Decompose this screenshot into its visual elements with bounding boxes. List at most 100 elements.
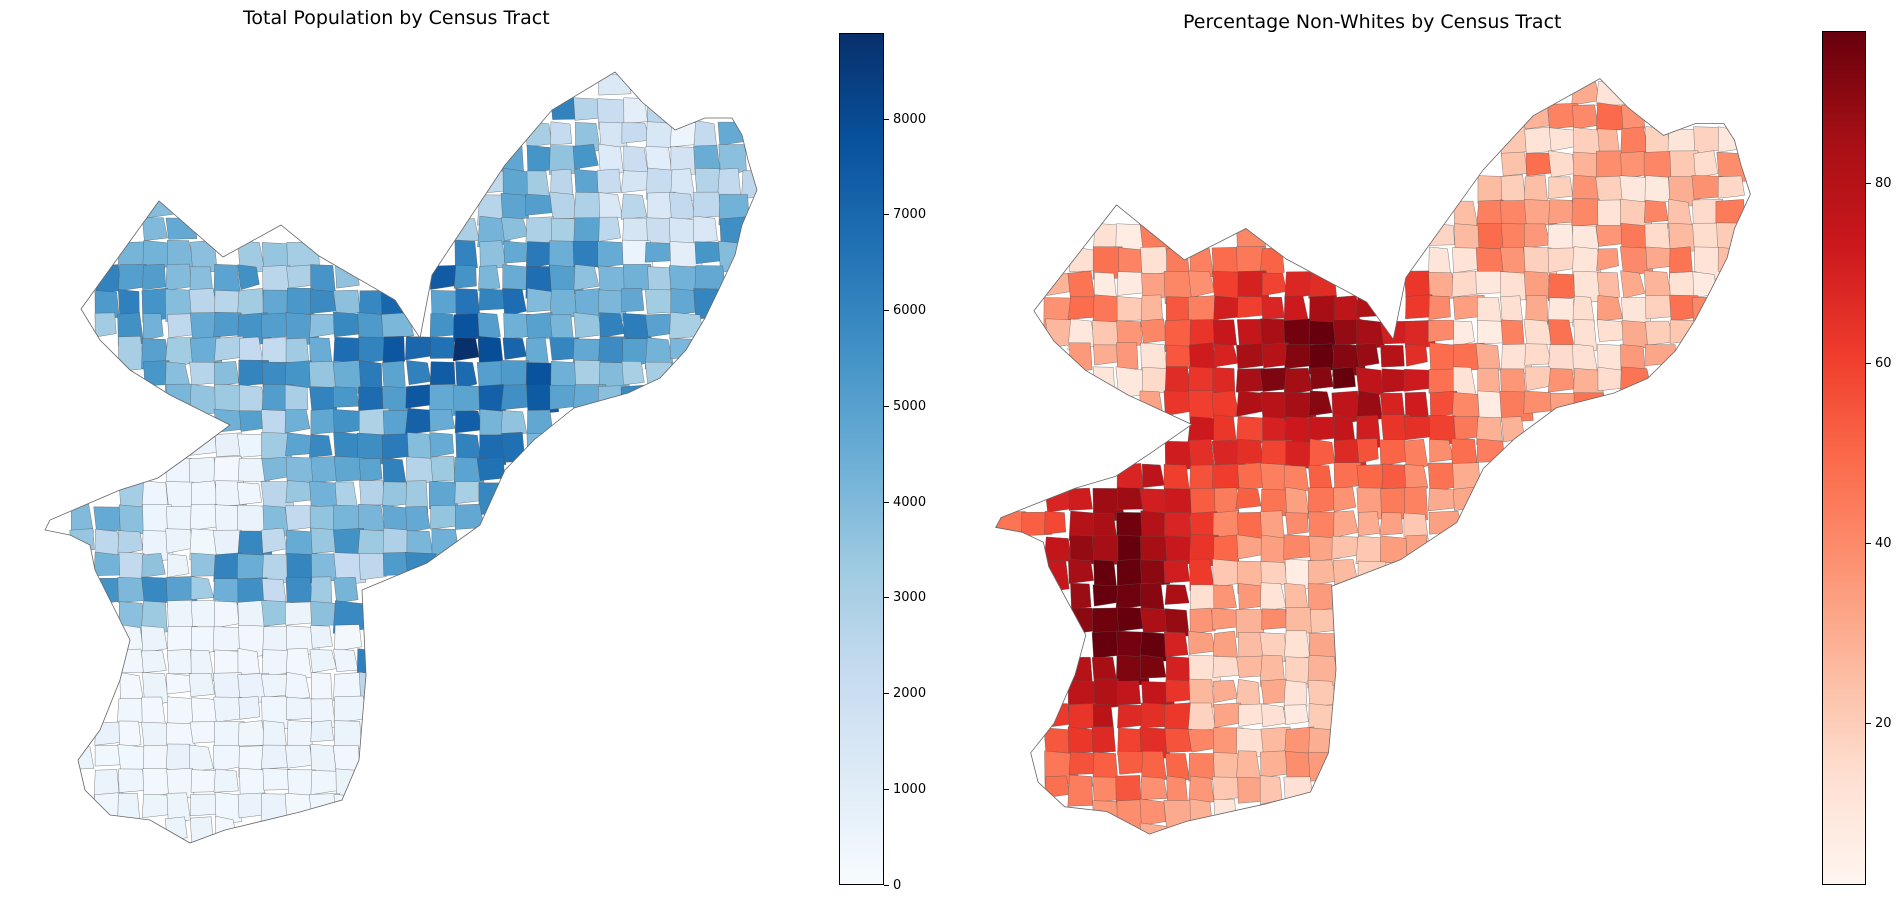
nonwhite-city-boundary	[995, 78, 1751, 835]
census-tract	[572, 144, 599, 170]
census-tract	[1597, 128, 1620, 155]
census-tract	[598, 216, 621, 242]
census-tract	[429, 432, 454, 458]
census-tract	[1139, 798, 1166, 826]
census-tract	[285, 745, 313, 769]
census-tract	[1068, 607, 1097, 635]
census-tract	[284, 793, 313, 823]
census-tract	[1405, 344, 1428, 367]
census-tract	[573, 97, 601, 121]
census-tract	[310, 264, 336, 294]
census-tract	[1043, 775, 1071, 799]
census-tract	[358, 458, 383, 482]
census-tract	[140, 625, 168, 654]
census-tract	[1236, 342, 1264, 369]
census-tract	[166, 383, 195, 408]
census-tract	[165, 217, 198, 240]
census-tract	[573, 312, 602, 339]
census-tract	[1453, 320, 1475, 347]
census-tract	[1428, 223, 1455, 246]
colorbar-tick-label: 2000	[893, 686, 927, 702]
census-tract	[261, 527, 287, 554]
census-tract	[165, 263, 192, 291]
census-tract	[1427, 462, 1456, 493]
census-tract	[1261, 703, 1287, 728]
census-tract	[1260, 750, 1289, 779]
census-tract	[455, 361, 478, 390]
census-tract	[1452, 462, 1481, 492]
census-tract	[694, 265, 726, 292]
census-tract	[1187, 702, 1216, 734]
census-tract	[477, 336, 504, 365]
census-tract	[405, 480, 429, 515]
census-tract	[142, 217, 168, 241]
population-colorbar	[839, 33, 884, 885]
census-tract	[1620, 126, 1648, 155]
census-tract	[333, 794, 358, 822]
census-tract	[502, 337, 527, 360]
census-tract	[598, 192, 623, 221]
census-tract	[741, 170, 757, 199]
census-tract	[405, 408, 437, 435]
census-tract	[334, 624, 362, 652]
census-tract	[284, 409, 311, 434]
census-tract	[1260, 318, 1287, 347]
census-tract	[406, 360, 432, 386]
census-tract	[1141, 751, 1167, 783]
census-tract	[1139, 390, 1165, 424]
census-tract	[285, 577, 313, 606]
census-tract	[1236, 225, 1266, 249]
census-tract	[500, 410, 528, 437]
colorbar-tick-label: 0	[893, 877, 902, 893]
census-tract	[165, 528, 194, 554]
census-tract	[117, 530, 144, 556]
census-tract	[166, 673, 193, 695]
census-tract	[1213, 343, 1239, 368]
census-tract	[1139, 822, 1170, 835]
census-tract	[310, 576, 333, 605]
census-tract	[1067, 726, 1095, 755]
census-tract	[1070, 582, 1092, 610]
census-tract	[333, 311, 361, 338]
census-tract	[94, 264, 122, 295]
census-tract	[285, 671, 311, 700]
census-tract	[1718, 126, 1741, 153]
census-tract	[1380, 535, 1408, 564]
census-tract	[645, 289, 673, 314]
census-tract	[142, 313, 164, 341]
census-tract	[1500, 295, 1523, 325]
census-tract	[1379, 512, 1403, 536]
census-tract	[1572, 343, 1598, 374]
census-tract	[310, 720, 334, 743]
census-tract	[1140, 559, 1170, 587]
census-tract	[1595, 81, 1630, 106]
census-tract	[501, 144, 524, 172]
colorbar-tick-mark	[1866, 183, 1871, 185]
census-tract	[309, 649, 337, 673]
census-tract	[452, 218, 480, 244]
census-tract	[501, 432, 526, 463]
census-tract	[1117, 680, 1141, 706]
census-tract	[166, 649, 193, 675]
census-tract	[310, 289, 337, 314]
census-tract	[1405, 534, 1429, 561]
census-tract	[1069, 342, 1093, 372]
census-tract	[94, 312, 117, 338]
census-tract	[1284, 392, 1317, 422]
census-tract	[141, 650, 167, 673]
census-tract	[1140, 654, 1167, 679]
map-title-nonwhite: Percentage Non-Whites by Census Tract	[1183, 11, 1562, 33]
census-tract	[1501, 416, 1526, 443]
colorbar-tick-label: 1000	[893, 781, 927, 797]
census-tract	[237, 264, 260, 291]
census-tract	[1308, 559, 1337, 586]
census-tract	[1476, 438, 1506, 463]
census-tract	[1067, 270, 1096, 301]
census-tract	[1237, 462, 1265, 492]
census-tract	[621, 361, 645, 385]
census-tract	[1452, 392, 1480, 420]
colorbar-tick-label: 40	[1875, 535, 1892, 551]
colorbar-tick-label: 4000	[893, 494, 927, 510]
census-tract	[1091, 726, 1116, 754]
census-tract	[1693, 150, 1719, 178]
